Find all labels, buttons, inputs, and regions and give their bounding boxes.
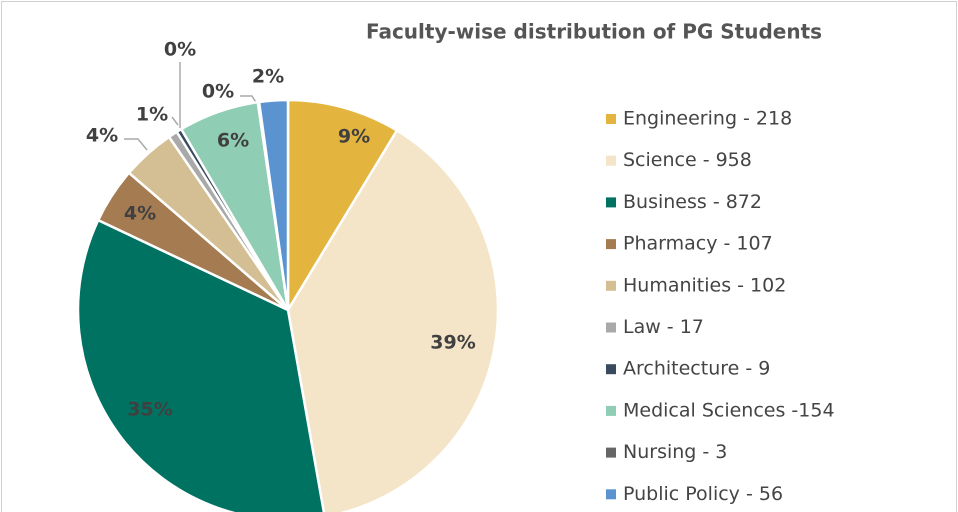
data-label: 6% — [217, 130, 249, 152]
legend-swatch — [606, 364, 616, 375]
legend-swatch — [606, 239, 616, 250]
legend-label: Law - 17 — [623, 316, 704, 338]
legend-label: Science - 958 — [623, 149, 752, 171]
data-label: 4% — [124, 203, 156, 225]
pie-slice — [257, 98, 290, 311]
legend-label: Humanities - 102 — [623, 274, 786, 296]
legend-swatch — [606, 447, 616, 458]
data-label: 2% — [252, 66, 284, 88]
legend-label: Architecture - 9 — [623, 358, 770, 380]
pie-slice — [76, 218, 326, 512]
legend-label: Public Policy - 56 — [623, 483, 783, 505]
legend-label: Pharmacy - 107 — [623, 233, 773, 255]
data-label: 39% — [430, 332, 475, 354]
data-label: 1% — [136, 104, 168, 126]
data-label: 9% — [338, 126, 370, 148]
data-label: 4% — [86, 125, 118, 147]
leader-line — [171, 116, 179, 126]
legend-swatch — [606, 114, 616, 124]
data-label: 0% — [164, 39, 196, 61]
legend-swatch — [606, 322, 616, 333]
legend-label: Nursing - 3 — [623, 441, 727, 463]
pie-slice — [286, 98, 399, 315]
legend-swatch — [606, 280, 616, 291]
chart-title: Faculty-wise distribution of PG Students — [366, 20, 822, 44]
leader-line — [124, 138, 148, 151]
data-label: 0% — [202, 81, 234, 103]
legend-label: Business - 872 — [623, 191, 762, 213]
data-label: 35% — [127, 399, 172, 421]
pie-slice — [286, 128, 500, 512]
legend-label: Engineering - 218 — [623, 108, 792, 130]
legend-swatch — [606, 197, 616, 208]
legend-swatch — [606, 405, 616, 416]
legend-swatch — [606, 489, 616, 500]
legend-swatch — [606, 155, 616, 166]
legend-label: Medical Sciences -154 — [623, 399, 835, 421]
